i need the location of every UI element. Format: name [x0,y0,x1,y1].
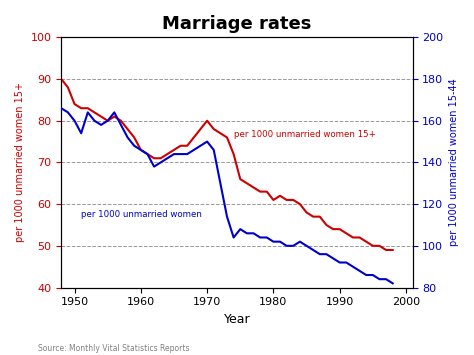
Y-axis label: per 1000 unmarried women 15+: per 1000 unmarried women 15+ [15,82,25,242]
Text: per 1000 unmarried women 15+: per 1000 unmarried women 15+ [234,130,375,140]
Y-axis label: per 1000 unmarried women 15-44: per 1000 unmarried women 15-44 [449,78,459,246]
Text: per 1000 unmarried women: per 1000 unmarried women [81,210,202,219]
X-axis label: Year: Year [224,313,250,326]
Title: Marriage rates: Marriage rates [162,15,311,33]
Text: Source: Monthly Vital Statistics Reports: Source: Monthly Vital Statistics Reports [38,344,190,354]
